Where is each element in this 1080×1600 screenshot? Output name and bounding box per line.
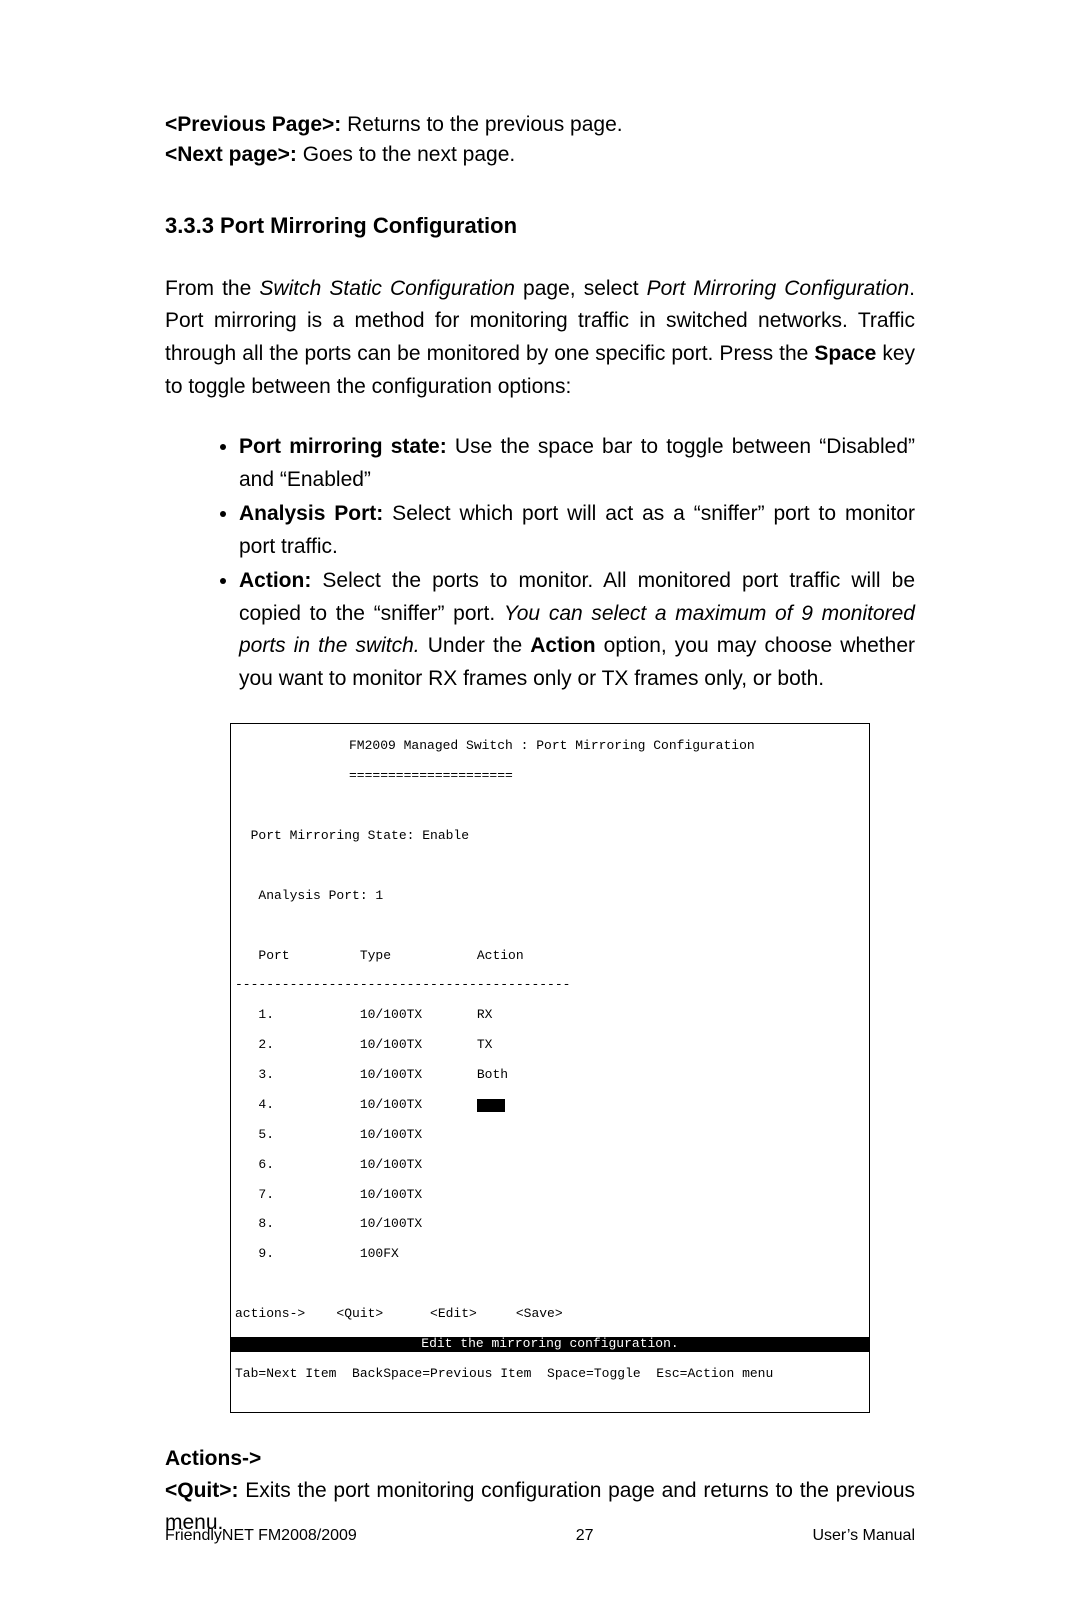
bullet-item: Action: Select the ports to monitor. All… bbox=[239, 565, 915, 695]
terminal-blank bbox=[231, 859, 869, 874]
terminal-help-line: Tab=Next Item BackSpace=Previous Item Sp… bbox=[231, 1367, 869, 1382]
actions-heading: Actions-> bbox=[165, 1447, 915, 1471]
terminal-row: 6. 10/100TX bbox=[231, 1158, 869, 1173]
footer-page-number: 27 bbox=[576, 1527, 594, 1545]
intro-key: Space bbox=[814, 342, 876, 365]
bullet-bold2: Action bbox=[530, 634, 595, 657]
terminal-state-line: Port Mirroring State: Enable bbox=[231, 829, 869, 844]
bullet-label: Port mirroring state: bbox=[239, 435, 447, 458]
terminal-row: 9. 100FX bbox=[231, 1247, 869, 1262]
bullet-text-b: Under the bbox=[420, 634, 531, 657]
terminal-container: FM2009 Managed Switch : Port Mirroring C… bbox=[230, 723, 915, 1412]
terminal-divider: ----------------------------------------… bbox=[231, 978, 869, 993]
intro-link2: Port Mirroring Configuration bbox=[647, 277, 910, 300]
terminal-row: 7. 10/100TX bbox=[231, 1188, 869, 1203]
terminal-row4-pre: 4. 10/100TX bbox=[235, 1097, 477, 1112]
terminal-title: FM2009 Managed Switch : Port Mirroring C… bbox=[231, 739, 869, 754]
terminal-blank bbox=[231, 1277, 869, 1292]
bullet-label: Action: bbox=[239, 569, 311, 592]
next-page-line: <Next page>: Goes to the next page. bbox=[165, 140, 915, 170]
bullet-list: Port mirroring state: Use the space bar … bbox=[165, 431, 915, 695]
terminal-row: 8. 10/100TX bbox=[231, 1217, 869, 1232]
page-footer: FriendlyNET FM2008/2009 27 User’s Manual bbox=[165, 1527, 915, 1545]
next-page-desc: Goes to the next page. bbox=[297, 143, 515, 166]
intro-mid1: page, select bbox=[515, 277, 647, 300]
terminal-row: 5. 10/100TX bbox=[231, 1128, 869, 1143]
prev-page-label: <Previous Page>: bbox=[165, 113, 341, 136]
terminal-blank bbox=[231, 919, 869, 934]
intro-link1: Switch Static Configuration bbox=[259, 277, 515, 300]
terminal-row: 1. 10/100TX RX bbox=[231, 1008, 869, 1023]
intro-paragraph: From the Switch Static Configuration pag… bbox=[165, 273, 915, 403]
terminal-row-cursor: 4. 10/100TX bbox=[231, 1098, 869, 1113]
bullet-item: Port mirroring state: Use the space bar … bbox=[239, 431, 915, 496]
terminal-underline: ===================== bbox=[231, 769, 869, 784]
terminal-row: 2. 10/100TX TX bbox=[231, 1038, 869, 1053]
footer-right: User’s Manual bbox=[812, 1527, 915, 1545]
section-heading: 3.3.3 Port Mirroring Configuration bbox=[165, 213, 915, 239]
quit-label: <Quit>: bbox=[165, 1479, 239, 1502]
terminal-status-bar: Edit the mirroring configuration. bbox=[231, 1337, 869, 1352]
next-page-label: <Next page>: bbox=[165, 143, 297, 166]
terminal-blank bbox=[231, 799, 869, 814]
cursor-icon bbox=[477, 1099, 505, 1112]
terminal-row: 3. 10/100TX Both bbox=[231, 1068, 869, 1083]
footer-left: FriendlyNET FM2008/2009 bbox=[165, 1527, 357, 1545]
terminal-actions-line: actions-> <Quit> <Edit> <Save> bbox=[231, 1307, 869, 1322]
bullet-label: Analysis Port: bbox=[239, 502, 383, 525]
terminal-screen: FM2009 Managed Switch : Port Mirroring C… bbox=[230, 723, 870, 1412]
intro-pre: From the bbox=[165, 277, 259, 300]
document-page: <Previous Page>: Returns to the previous… bbox=[0, 0, 1080, 1600]
terminal-analysis-line: Analysis Port: 1 bbox=[231, 889, 869, 904]
prev-page-line: <Previous Page>: Returns to the previous… bbox=[165, 110, 915, 140]
prev-page-desc: Returns to the previous page. bbox=[341, 113, 622, 136]
bullet-item: Analysis Port: Select which port will ac… bbox=[239, 498, 915, 563]
terminal-headers: Port Type Action bbox=[231, 949, 869, 964]
